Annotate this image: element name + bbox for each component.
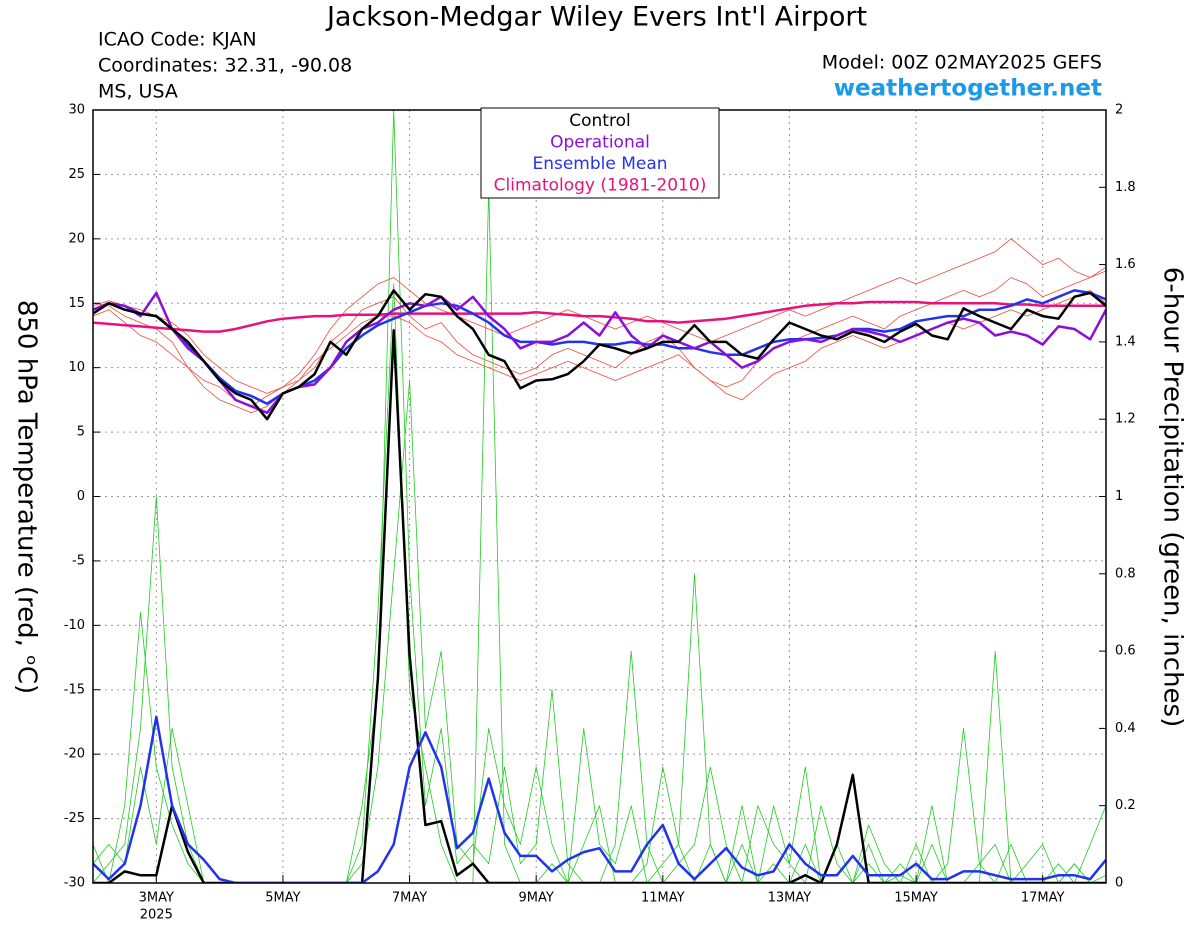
y2-tick-label: 0.8 <box>1115 566 1136 581</box>
axes: -30-25-20-15-10-505101520253000.20.40.60… <box>64 103 1136 923</box>
legend-entry: Climatology (1981-2010) <box>494 176 707 196</box>
member-line <box>93 715 1106 883</box>
y2-tick-label: 2 <box>1115 103 1123 118</box>
x-tick-label: 9MAY <box>519 891 554 906</box>
y2-tick-label: 0 <box>1115 876 1123 891</box>
x-tick-label: 17MAY <box>1021 891 1065 906</box>
info-line: ICAO Code: KJAN <box>98 29 257 51</box>
y2-tick-label: 1.6 <box>1115 257 1136 272</box>
y-tick-label: 25 <box>68 167 85 182</box>
y2-axis-label: 6-hour Precipitation (green, inches) <box>1158 267 1188 727</box>
site-label: weathertogether.net <box>834 76 1102 102</box>
info-line: Coordinates: 32.31, -90.08 <box>98 55 352 77</box>
series-line <box>93 291 1106 415</box>
x-tick-label: 11MAY <box>641 891 685 906</box>
legend-entry: Control <box>569 111 630 131</box>
member-line <box>93 110 1106 883</box>
model-label: Model: 00Z 02MAY2025 GEFS <box>822 52 1102 74</box>
member-line <box>93 186 1106 883</box>
series-line <box>93 300 1106 333</box>
y2-tick-label: 1.4 <box>1115 334 1136 349</box>
member-line <box>93 238 1106 394</box>
y-tick-label: 20 <box>68 231 85 246</box>
y2-tick-label: 0.4 <box>1115 721 1136 736</box>
y2-tick-label: 0.6 <box>1115 644 1136 659</box>
legend-entry: Ensemble Mean <box>532 154 667 174</box>
chart-title: Jackson-Medgar Wiley Evers Int'l Airport <box>325 2 867 33</box>
y-tick-label: 15 <box>68 296 85 311</box>
y-tick-label: 10 <box>68 360 85 375</box>
x-tick-label: 5MAY <box>265 891 300 906</box>
member-line <box>93 380 1106 883</box>
y-tick-label: -5 <box>72 553 85 568</box>
x-tick-label: 7MAY <box>392 891 427 906</box>
y2-tick-label: 1 <box>1115 489 1123 504</box>
y-tick-label: 5 <box>77 425 85 440</box>
y-axis-label: 850 hPa Temperature (red, ᵒC) <box>12 300 42 694</box>
y-tick-label: 30 <box>68 103 85 118</box>
y-tick-label: -15 <box>64 682 85 697</box>
y2-tick-label: 1.8 <box>1115 180 1136 195</box>
y2-tick-label: 1.2 <box>1115 412 1136 427</box>
y-tick-label: 0 <box>77 489 85 504</box>
y-tick-label: -10 <box>64 618 85 633</box>
legend-box <box>480 107 720 199</box>
y-tick-label: -30 <box>64 876 85 891</box>
plot-lines <box>93 110 1106 883</box>
member-line <box>93 270 1106 407</box>
y-tick-label: -20 <box>64 747 85 762</box>
x-tick-label: 13MAY <box>768 891 812 906</box>
info-line: MS, USA <box>98 81 178 103</box>
y-tick-label: -25 <box>64 811 85 826</box>
x-year-label: 2025 <box>140 908 173 923</box>
legend-entry: Operational <box>550 133 650 153</box>
y2-tick-label: 0.2 <box>1115 798 1136 813</box>
x-tick-label: 15MAY <box>894 891 938 906</box>
x-tick-label: 3MAY <box>139 891 174 906</box>
series-line <box>93 289 1106 421</box>
